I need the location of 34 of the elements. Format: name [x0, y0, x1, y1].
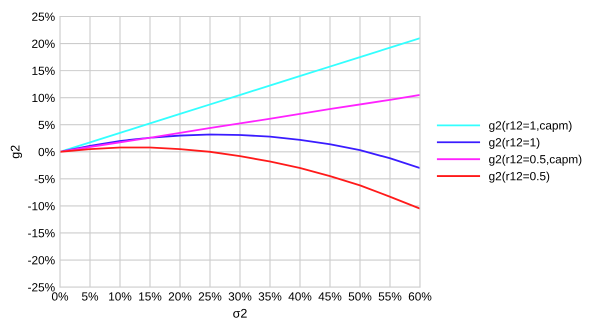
x-tick-label: 50%	[348, 292, 372, 301]
y-tick-label: -10%	[28, 202, 55, 210]
x-tick-label: 25%	[198, 292, 222, 301]
y-tick-label: -15%	[28, 229, 55, 238]
y-axis-title: g2	[10, 145, 22, 158]
y-tick-label: 5%	[38, 120, 55, 130]
x-tick-label: 20%	[168, 292, 192, 301]
y-tick-label: 25%	[32, 12, 55, 21]
y-tick-label: -20%	[28, 256, 55, 264]
y-tick-label: 10%	[32, 94, 55, 102]
legend-label: g2(r12=0.5)	[489, 172, 550, 183]
x-tick-label: 5%	[82, 292, 98, 301]
x-tick-label: 35%	[258, 292, 282, 301]
x-tick-label: 40%	[288, 292, 312, 301]
x-axis-title: σ2	[233, 308, 247, 318]
x-tick-label: 0%	[52, 292, 68, 301]
x-tick-label: 60%	[408, 292, 432, 301]
line-series	[60, 146, 420, 210]
legend-label: g2(r12=1,capm)	[489, 120, 572, 132]
x-tick-label: 30%	[228, 292, 252, 301]
y-tick-label: -5%	[34, 174, 55, 184]
x-tick-label: 45%	[318, 292, 342, 301]
line-series	[60, 37, 420, 153]
y-tick-label: -25%	[28, 283, 55, 292]
line-series	[60, 94, 420, 153]
x-tick-label: 15%	[139, 292, 162, 301]
x-tick-label: 10%	[109, 292, 132, 301]
y-tick-label: 15%	[32, 66, 55, 76]
y-tick-label: 0%	[38, 148, 55, 156]
y-tick-label: 20%	[32, 40, 55, 48]
line-series	[60, 134, 420, 169]
legend-label: g2(r12=0.5,capm)	[489, 154, 582, 166]
x-tick-label: 55%	[378, 292, 402, 301]
legend-label: g2(r12=1)	[489, 138, 540, 149]
